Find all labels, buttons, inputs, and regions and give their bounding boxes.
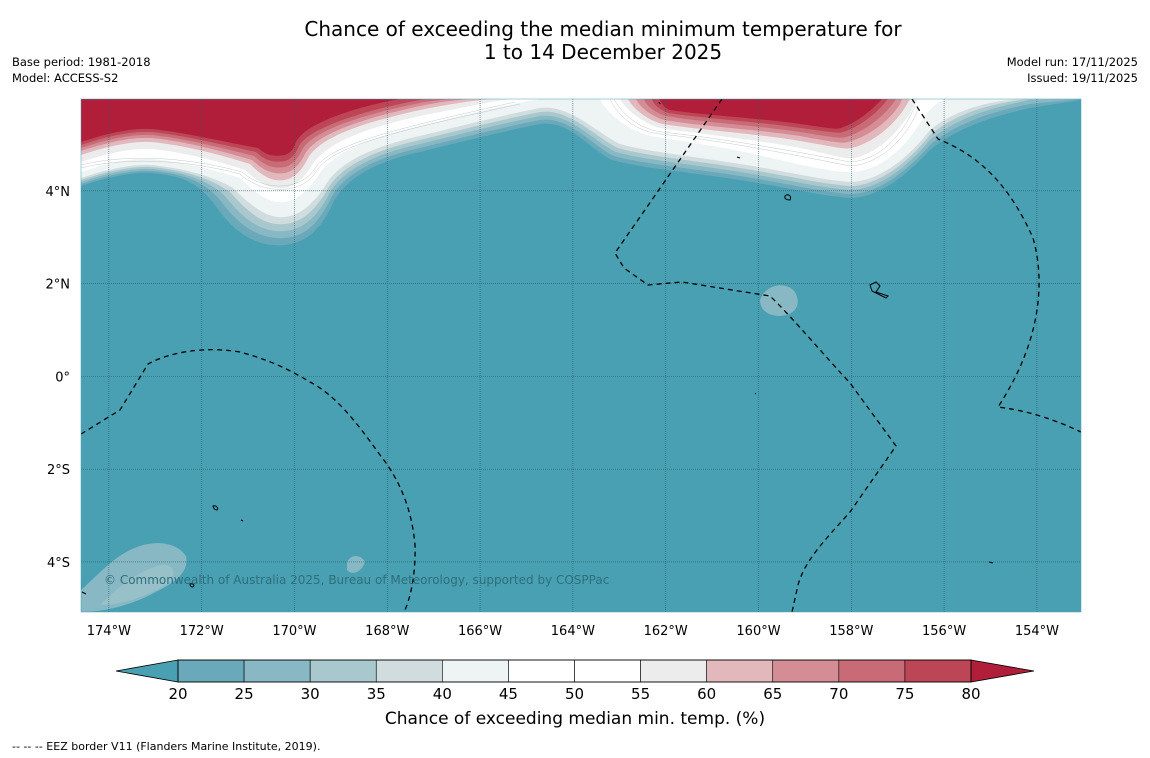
island-edge-sw — [81, 591, 87, 595]
colorbar-arrow-below-20 — [115, 659, 179, 683]
colorbar-title: Chance of exceeding median min. temp. (%… — [384, 709, 766, 729]
colorbar-frame — [177, 659, 972, 683]
model-run: Model run: 17/11/2025 — [1006, 55, 1138, 69]
colorbar-segment-45_50 — [508, 659, 575, 683]
meta-left: Base period: 1981-2018 Model: ACCESS-S2 — [12, 54, 151, 86]
colorbar-tick-label: 80 — [961, 685, 980, 703]
colorbar-tick-label: 60 — [697, 685, 716, 703]
contour-lines — [81, 99, 919, 190]
title-line-2: 1 to 14 December 2025 — [483, 40, 723, 64]
island-small-north — [736, 156, 741, 159]
colorbar-tick-label: 55 — [631, 685, 650, 703]
latitude-gridlines — [81, 190, 1081, 563]
longitude-label: 164°W — [551, 624, 595, 639]
latitude-label: 4°N — [46, 185, 71, 200]
copyright-text: © Commonwealth of Australia 2025, Bureau… — [104, 573, 609, 587]
colorbar-tick-label: 25 — [235, 685, 254, 703]
longitude-label: 156°W — [922, 624, 966, 639]
map-area: © Commonwealth of Australia 2025, Bureau… — [81, 99, 1081, 612]
colorbar-tick-label: 45 — [499, 685, 518, 703]
colorbar-segment-60_65 — [706, 659, 774, 683]
colorbar-tick-label: 35 — [367, 685, 386, 703]
colorbar-segment-35_40 — [375, 659, 443, 683]
longitude-label: 162°W — [644, 624, 688, 639]
issued-date: Issued: 19/11/2025 — [1027, 71, 1138, 85]
latitude-label: 2°N — [46, 278, 71, 293]
colorbar-tick-label: 40 — [433, 685, 452, 703]
colorbar-segment-25_30 — [243, 659, 311, 683]
colorbar-segments — [177, 659, 972, 683]
colorbar-tick-label: 30 — [301, 685, 320, 703]
longitude-gridlines — [108, 99, 1038, 612]
longitude-label: 172°W — [180, 624, 224, 639]
eez-border-central — [614, 99, 897, 612]
colorbar: 20 25 30 35 40 45 50 55 60 65 70 75 80 — [115, 659, 1035, 703]
longitude-label: 174°W — [87, 624, 131, 639]
eez-borders — [81, 99, 1081, 612]
footer-legend: -- -- -- EEZ border V11 (Flanders Marine… — [12, 740, 321, 753]
colorbar-segment-65_70 — [772, 659, 840, 683]
longitude-label: 170°W — [272, 624, 316, 639]
island-small-north2 — [658, 101, 661, 105]
title-line-1: Chance of exceeding the median minimum t… — [304, 17, 902, 41]
colorbar-segment-75_80 — [904, 659, 972, 683]
base-period: Base period: 1981-2018 — [12, 55, 151, 69]
longitude-labels: 174°W 172°W 170°W 168°W 166°W 164°W 162°W 160°W… — [87, 624, 1059, 639]
colorbar-tick-label: 50 — [565, 685, 584, 703]
colorbar-tick-labels: 20 25 30 35 40 45 50 55 60 65 70 75 80 — [168, 685, 980, 703]
eez-border-east — [911, 99, 1081, 433]
anomaly-patch-central — [760, 285, 798, 316]
colorbar-tick-label: 75 — [895, 685, 914, 703]
island-south-2 — [240, 519, 244, 522]
colorbar-segment-40_45 — [442, 659, 509, 683]
island-south-3 — [189, 583, 195, 588]
latitude-label: 0° — [55, 370, 70, 385]
longitude-label: 154°W — [1015, 624, 1059, 639]
island-south-1 — [212, 505, 219, 511]
colorbar-segment-70_75 — [838, 659, 906, 683]
colorbar-tick-label: 70 — [829, 685, 848, 703]
colorbar-tick-label: 20 — [168, 685, 187, 703]
colorbar-segment-20_25 — [177, 659, 245, 683]
colorbar-segment-55_60 — [640, 659, 707, 683]
latitude-label: 4°S — [47, 556, 70, 571]
island-far-east — [988, 561, 994, 564]
meta-right: Model run: 17/11/2025 Issued: 19/11/2025 — [1007, 54, 1138, 86]
longitude-label: 158°W — [829, 624, 873, 639]
longitude-label: 168°W — [365, 624, 409, 639]
eez-border-west — [81, 349, 416, 612]
colorbar-arrow-above-80 — [970, 659, 1035, 683]
latitude-label: 2°S — [47, 463, 70, 478]
latitude-labels: 4°N 2°N 0° 2°S 4°S — [46, 185, 71, 571]
colorbar-segment-50_55 — [574, 659, 641, 683]
longitude-label: 160°W — [736, 624, 780, 639]
map-title: Chance of exceeding the median minimum t… — [0, 18, 1150, 64]
colorbar-tick-label: 65 — [763, 685, 782, 703]
colorbar-segment-30_35 — [309, 659, 377, 683]
model-name: Model: ACCESS-S2 — [12, 71, 119, 85]
anomaly-patch-southwest-inner — [100, 564, 174, 605]
islands — [81, 101, 994, 595]
band-above-80 — [81, 99, 882, 156]
longitude-label: 166°W — [458, 624, 502, 639]
island-north — [784, 194, 791, 201]
island-equator — [754, 392, 757, 395]
map-frame — [80, 98, 1082, 613]
island-group-east — [869, 281, 889, 299]
anomaly-patch-south — [347, 555, 365, 573]
